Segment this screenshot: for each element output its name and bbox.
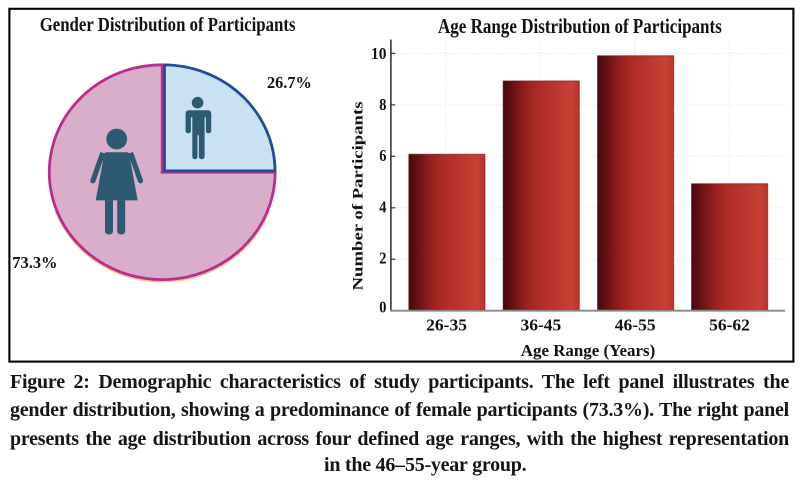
svg-text:Number of Participants: Number of Participants [349, 101, 366, 291]
svg-text:6: 6 [379, 146, 386, 165]
svg-text:0: 0 [379, 298, 386, 317]
svg-text:Age Range (Years): Age Range (Years) [521, 341, 656, 360]
svg-text:26-35: 26-35 [426, 315, 467, 334]
svg-text:36-45: 36-45 [521, 315, 562, 334]
svg-text:10: 10 [371, 44, 387, 63]
svg-text:26.7%: 26.7% [267, 73, 312, 92]
svg-text:46-55: 46-55 [615, 315, 656, 334]
svg-text:4: 4 [379, 197, 387, 216]
svg-text:Age Range Distribution of Part: Age Range Distribution of Participants [438, 14, 722, 38]
svg-text:2: 2 [379, 248, 386, 267]
svg-text:Gender Distribution of Partici: Gender Distribution of Participants [40, 14, 296, 36]
svg-text:56-62: 56-62 [709, 315, 750, 334]
svg-text:8: 8 [379, 95, 386, 114]
svg-text:73.3%: 73.3% [12, 253, 57, 272]
